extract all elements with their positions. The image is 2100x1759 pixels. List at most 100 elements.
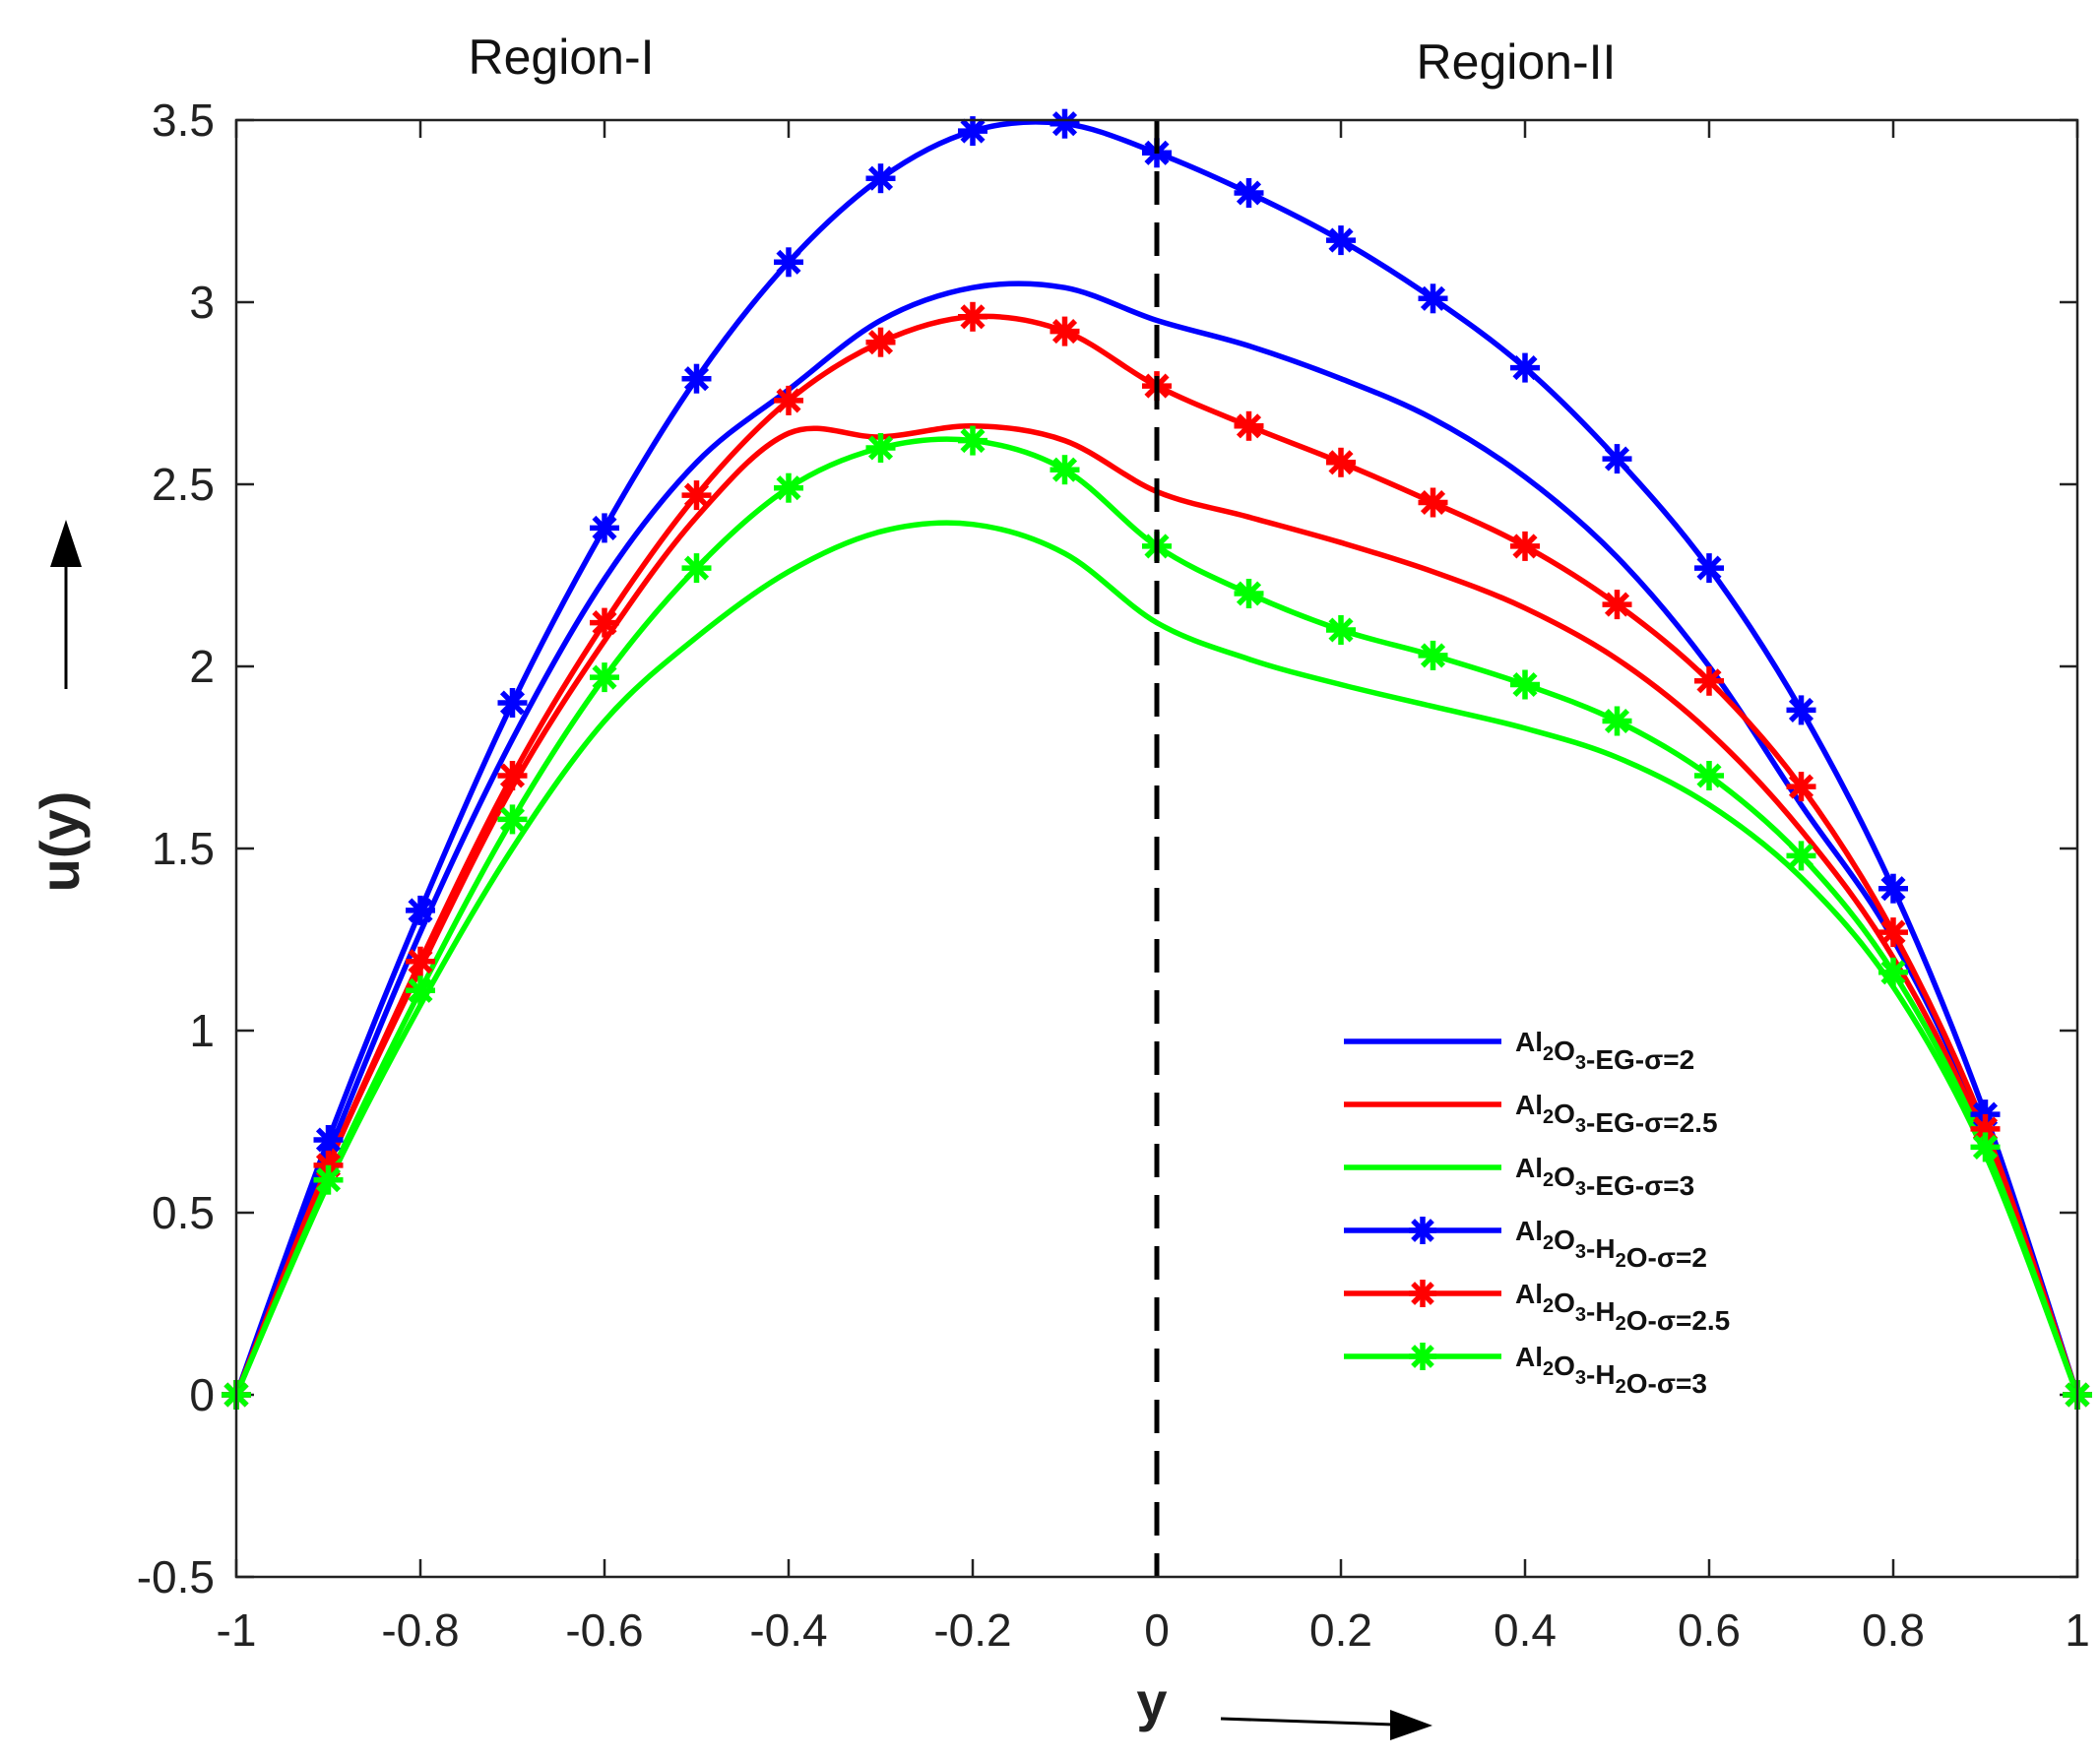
y-tick-label: 1 bbox=[189, 1005, 215, 1056]
data-point-marker bbox=[865, 327, 896, 357]
legend-label: Al2O3-EG-σ=2 bbox=[1515, 1027, 1694, 1075]
data-point-marker bbox=[590, 513, 619, 543]
x-tick-label: 0.8 bbox=[1862, 1604, 1925, 1656]
data-point-marker bbox=[1694, 553, 1724, 584]
data-point-marker bbox=[1418, 283, 1448, 314]
data-point-marker bbox=[774, 472, 803, 503]
region-1-annotation: Region-I bbox=[469, 30, 655, 85]
data-point-marker bbox=[497, 688, 528, 718]
data-point-marker bbox=[681, 553, 712, 584]
data-point-marker bbox=[1602, 706, 1632, 736]
data-point-marker bbox=[406, 895, 435, 925]
legend-label: Al2O3-H2O-σ=2.5 bbox=[1515, 1279, 1730, 1336]
y-tick-label: 3 bbox=[189, 277, 215, 328]
y-tick-label: 0.5 bbox=[152, 1187, 215, 1238]
legend-marker bbox=[1409, 1343, 1436, 1370]
legend-entry: Al2O3-EG-σ=3 bbox=[1344, 1153, 1694, 1201]
data-point-marker bbox=[497, 804, 528, 835]
data-point-marker bbox=[958, 301, 987, 332]
data-point-marker bbox=[1326, 447, 1356, 477]
plot-area-frame bbox=[234, 118, 2079, 1579]
data-point-marker bbox=[958, 116, 987, 147]
legend-label: Al2O3-EG-σ=2.5 bbox=[1515, 1090, 1718, 1138]
x-tick-label: -1 bbox=[217, 1604, 257, 1656]
data-point-marker bbox=[865, 433, 896, 463]
data-point-marker bbox=[1878, 917, 1908, 948]
data-point-marker bbox=[1602, 444, 1632, 474]
data-point-marker bbox=[681, 480, 712, 511]
data-point-marker bbox=[1602, 590, 1632, 620]
data-point-marker bbox=[865, 163, 896, 194]
series-line-1 bbox=[233, 281, 2080, 1396]
x-tick-label: -0.4 bbox=[749, 1604, 827, 1656]
data-point-marker bbox=[590, 607, 619, 638]
x-tick-label: 0 bbox=[1144, 1604, 1170, 1656]
data-point-marker bbox=[1878, 957, 1908, 987]
series-line-6 bbox=[233, 436, 2080, 1397]
data-point-marker bbox=[406, 946, 435, 976]
series-markers-group bbox=[222, 108, 2092, 1410]
y-tick-label: 1.5 bbox=[152, 823, 215, 874]
x-tick-label: -0.2 bbox=[933, 1604, 1011, 1656]
data-point-marker bbox=[1970, 1132, 2001, 1162]
legend-label: Al2O3-EG-σ=3 bbox=[1515, 1153, 1694, 1201]
data-point-marker bbox=[1786, 841, 1816, 871]
data-point-marker bbox=[1878, 873, 1908, 904]
y-tick-label: 0 bbox=[189, 1369, 215, 1420]
data-point-marker bbox=[1234, 178, 1264, 208]
data-point-marker bbox=[1510, 531, 1540, 561]
data-point-marker bbox=[958, 425, 987, 456]
data-point-marker bbox=[1418, 487, 1448, 518]
legend-label: Al2O3-H2O-σ=3 bbox=[1515, 1342, 1707, 1399]
data-point-marker bbox=[1234, 579, 1264, 608]
legend: Al2O3-EG-σ=2 Al2O3-EG-σ=2.5 Al2O3-EG-σ=3 Al… bbox=[1344, 1027, 1730, 1399]
legend-entry: Al2O3-H2O-σ=2 bbox=[1344, 1216, 1707, 1273]
data-point-marker bbox=[1050, 108, 1080, 139]
x-axis-label: y bbox=[1136, 1670, 1167, 1732]
y-tick-label: -0.5 bbox=[137, 1551, 215, 1602]
tick-labels-group: -1 -0.8 -0.6 -0.4 -0.2 0 0.2 0.4 0.6 0.8 1 -0.5 0 0.5… bbox=[137, 94, 2090, 1656]
x-axis-arrow bbox=[1220, 1710, 1432, 1740]
data-point-marker bbox=[313, 1164, 344, 1195]
y-tick-label: 2 bbox=[189, 641, 215, 692]
region-2-annotation: Region-II bbox=[1417, 34, 1617, 90]
legend-entry: Al2O3-EG-σ=2.5 bbox=[1344, 1090, 1718, 1138]
data-point-marker bbox=[1786, 772, 1816, 802]
y-axis-label: u(y) bbox=[29, 791, 91, 893]
legend-entry: Al2O3-EG-σ=2 bbox=[1344, 1027, 1694, 1075]
data-point-marker bbox=[1786, 695, 1816, 725]
data-point-marker bbox=[1510, 669, 1540, 700]
y-tick-label: 2.5 bbox=[152, 459, 215, 510]
legend-marker bbox=[1409, 1217, 1436, 1244]
data-point-marker bbox=[774, 247, 803, 278]
legend-label: Al2O3-H2O-σ=2 bbox=[1515, 1216, 1707, 1273]
x-tick-label: -0.8 bbox=[381, 1604, 459, 1656]
legend-entry: Al2O3-H2O-σ=2.5 bbox=[1344, 1279, 1730, 1336]
data-point-marker bbox=[590, 662, 619, 693]
data-point-marker bbox=[1694, 761, 1724, 790]
data-point-marker bbox=[497, 761, 528, 790]
data-point-marker bbox=[1694, 665, 1724, 696]
data-point-marker bbox=[1418, 640, 1448, 670]
data-point-marker bbox=[406, 975, 435, 1006]
data-point-marker bbox=[1510, 352, 1540, 383]
data-point-marker bbox=[681, 363, 712, 394]
x-tick-label: -0.6 bbox=[565, 1604, 643, 1656]
x-tick-label: 0.2 bbox=[1309, 1604, 1372, 1656]
data-point-marker bbox=[1050, 455, 1080, 485]
series-line-3 bbox=[233, 520, 2080, 1397]
y-axis-arrow bbox=[50, 520, 82, 689]
data-point-marker bbox=[1234, 410, 1264, 441]
series-line-2 bbox=[233, 423, 2080, 1397]
data-point-marker bbox=[774, 385, 803, 415]
data-point-marker bbox=[1326, 615, 1356, 645]
legend-marker bbox=[1409, 1280, 1436, 1307]
legend-entry: Al2O3-H2O-σ=3 bbox=[1344, 1342, 1707, 1399]
x-tick-label: 0.4 bbox=[1494, 1604, 1557, 1656]
y-tick-label: 3.5 bbox=[152, 94, 215, 146]
data-point-marker bbox=[1970, 1113, 2001, 1144]
data-point-marker bbox=[1326, 225, 1356, 256]
data-point-marker bbox=[313, 1125, 344, 1155]
data-point-marker bbox=[1050, 316, 1080, 346]
